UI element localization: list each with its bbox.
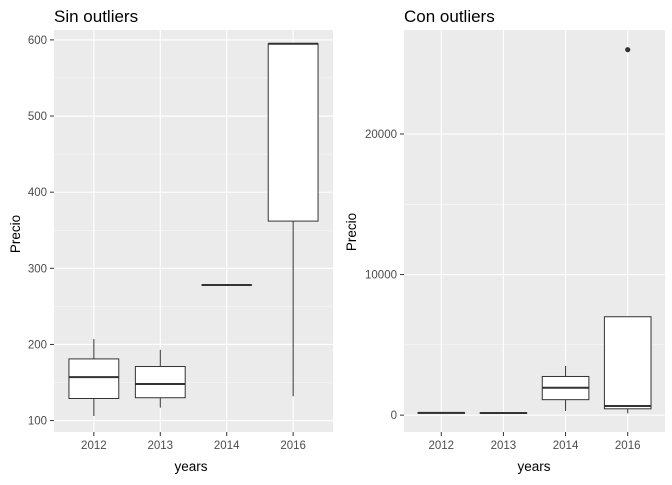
right-chart-box-2016 (604, 317, 651, 414)
left-chart-title: Sin outliers (54, 7, 138, 26)
left-chart-xlabel: years (174, 459, 207, 474)
right-chart-ytick-label: 10000 (365, 270, 397, 282)
left-chart-ytick-label: 400 (28, 187, 47, 199)
right-chart-xtick-label: 2013 (491, 440, 517, 452)
left-chart-ytick-label: 200 (28, 339, 47, 351)
left-chart-ylabel: Precio (8, 215, 23, 253)
left-chart: Sin outliers Precio years 100 200 300 400 50… (8, 7, 333, 474)
left-chart-xtick-label: 2013 (147, 440, 173, 452)
right-chart-ytick-label: 20000 (365, 129, 397, 141)
left-chart-xtick-label: 2014 (214, 440, 240, 452)
right-chart-title: Con outliers (404, 7, 495, 26)
left-chart-xtick-label: 2016 (280, 440, 306, 452)
right-chart-xlabel: years (517, 459, 550, 474)
left-chart-ytick-label: 300 (28, 263, 47, 275)
right-chart-box-2012 (418, 412, 465, 413)
right-chart-outlier-point (625, 47, 630, 52)
box-body (135, 367, 185, 398)
right-chart-ytick-label: 0 (391, 410, 397, 422)
box-body (268, 44, 318, 221)
left-chart-ytick-label: 600 (28, 35, 47, 47)
left-chart-ytick-label: 500 (28, 111, 47, 123)
right-chart: Con outliers Precio years 0 10000 20000 201… (344, 7, 665, 474)
right-chart-xtick-label: 2014 (553, 440, 579, 452)
left-chart-ytick-label: 100 (28, 416, 47, 428)
right-chart-ylabel: Precio (344, 213, 359, 251)
right-chart-box-2013 (480, 412, 527, 413)
right-chart-xtick-label: 2012 (428, 440, 454, 452)
right-chart-xtick-label: 2016 (615, 440, 641, 452)
left-chart-xtick-label: 2012 (81, 440, 107, 452)
box-body (604, 317, 651, 409)
box-body (69, 359, 119, 399)
